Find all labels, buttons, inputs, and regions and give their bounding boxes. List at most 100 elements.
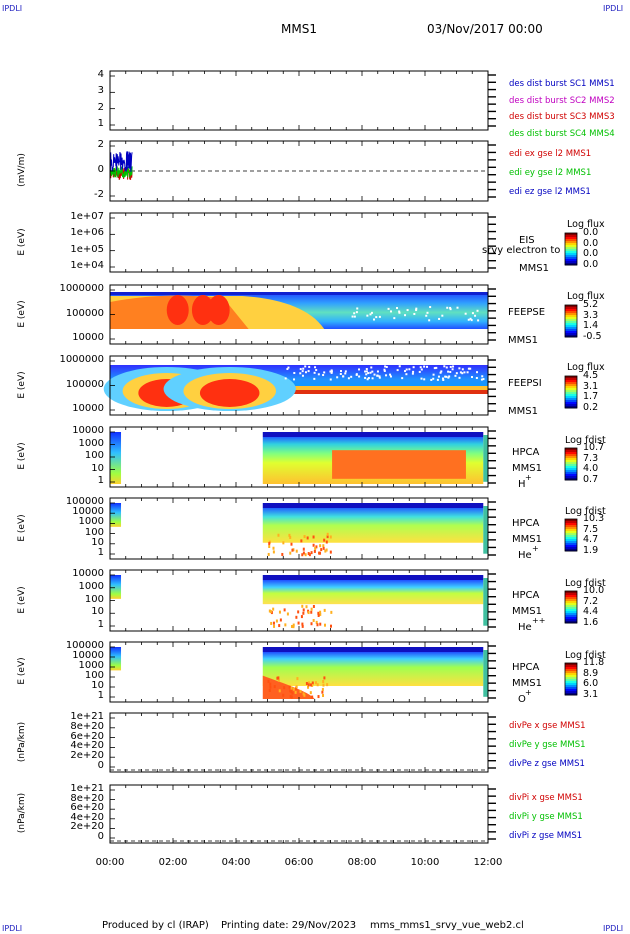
hpca-scatter-mark [269,689,271,692]
feepsi-sparse-dot [344,372,346,374]
colorbar-value: 1.4 [583,320,598,331]
hpca-scatter-mark [300,539,302,542]
hpca-scatter-mark [279,689,281,692]
x-tick-label: 06:00 [285,857,314,868]
legend-entry: divPi x gse MMS1 [509,793,583,803]
feepsi-red-hump [200,379,260,407]
feepsi-sparse-dot [408,368,410,370]
hpca-scatter-mark [310,691,312,694]
feepsi-sparse-dot [389,374,391,376]
hpca-scatter-mark [270,622,272,625]
feepsi-sparse-dot [482,378,484,380]
feepsi-sparse-dot [383,369,385,371]
feepsi-sparse-dot [449,371,451,373]
feepse-gap-dot [356,311,358,313]
feepsi-sparse-dot [302,375,304,377]
hpca-end-strip [483,506,488,554]
feepsi-sparse-dot [390,375,392,377]
colorbar-value: 10.0 [583,585,604,596]
hpca-scatter-mark [289,686,291,689]
legend-entry: divPi z gse MMS1 [509,831,582,841]
hpca-main-block [263,508,484,543]
feepsi-sparse-dot [377,375,379,377]
feepse-gap-dot [415,308,417,310]
hpca-scatter-mark [322,544,324,547]
feepsi-sparse-dot [377,370,379,372]
hpca-scatter-mark [290,543,292,546]
feepse-gap-dot [465,313,467,315]
feepsi-sparse-dot [433,374,435,376]
feepsi-sparse-dot [469,368,471,370]
x-tick-label: 02:00 [159,857,188,868]
feepse-gap-dot [446,307,448,309]
hpca-scatter-mark [301,615,303,618]
y-axis-label: E (eV) [17,350,27,420]
feepse-gap-dot [468,319,470,321]
y-tick-label: -2 [40,189,104,200]
hpca-scatter-mark [303,692,305,695]
hpca-orange-core [332,450,466,479]
hpca-scatter-mark [302,625,304,628]
hpca-scatter-mark [287,612,289,615]
hpca-scatter-mark [276,620,278,623]
feepse-top-band [110,292,488,295]
hpca-scatter-mark [323,676,325,679]
legend-entry: divPe z gse MMS1 [509,759,585,769]
species-charge: + [525,473,532,482]
feepsi-sparse-dot [318,373,320,375]
y-tick-label: 1 [40,690,104,701]
hpca-scatter-mark [318,695,320,698]
instrument-name: FEEPSE [508,307,545,318]
hpca-scatter-mark [315,681,317,684]
overlay-label: srvy electron to [482,245,560,256]
species-label: He [518,622,532,633]
hpca-scatter-mark [311,622,313,625]
hpca-scatter-mark [296,677,298,680]
feepsi-sparse-dot [364,377,366,379]
feepsi-sparse-dot [358,368,360,370]
y-tick-label: 3 [40,85,104,96]
y-tick-label: 0 [40,760,104,771]
feepsi-sparse-dot [372,377,374,379]
colorbar-value: 0.7 [583,474,598,485]
hpca-scatter-mark [326,541,328,544]
colorbar-value: -0.5 [583,331,602,342]
feepsi-sparse-dot [365,373,367,375]
hpca-scatter-mark [307,536,309,539]
species-label: He [518,550,532,561]
feepsi-sparse-dot [421,378,423,380]
legend-entry: divPe x gse MMS1 [509,721,586,731]
legend-entry: des dist burst SC4 MMS4 [509,129,615,139]
colorbar-value: 8.9 [583,668,598,679]
hpca-scatter-mark [296,550,298,553]
hpca-scatter-mark [283,686,285,689]
y-tick-label: 10000 [40,568,104,579]
feepsi-sparse-dot [445,376,447,378]
feepsi-sparse-dot [452,365,454,367]
feepse-gap-dot [379,316,381,318]
x-tick-label: 10:00 [411,857,440,868]
feepsi-sparse-dot [308,370,310,372]
hpca-top-edge [263,647,484,652]
hpca-scatter-mark [320,548,322,551]
feepsi-sparse-dot [300,368,302,370]
feepse-gap-dot [477,310,479,312]
hpca-scatter-mark [268,553,270,556]
y-tick-label: 10 [40,463,104,474]
feepsi-sparse-dot [430,379,432,381]
hpca-scatter-mark [322,694,324,697]
hpca-scatter-mark [301,605,303,608]
feepsi-sparse-dot [340,373,342,375]
y-tick-label: 1e+06 [40,227,104,238]
hpca-scatter-mark [289,689,291,692]
hpca-scatter-mark [322,684,324,687]
feepse-gap-dot [407,309,409,311]
feepse-gap-dot [449,307,451,309]
hpca-scatter-mark [310,683,312,686]
hpca-scatter-mark [268,542,270,545]
hpca-scatter-mark [313,605,315,608]
y-axis-label: E (eV) [17,207,27,277]
colorbar-value: 7.2 [583,596,598,607]
hpca-scatter-mark [295,691,297,694]
y-tick-label: 1e+05 [40,244,104,255]
